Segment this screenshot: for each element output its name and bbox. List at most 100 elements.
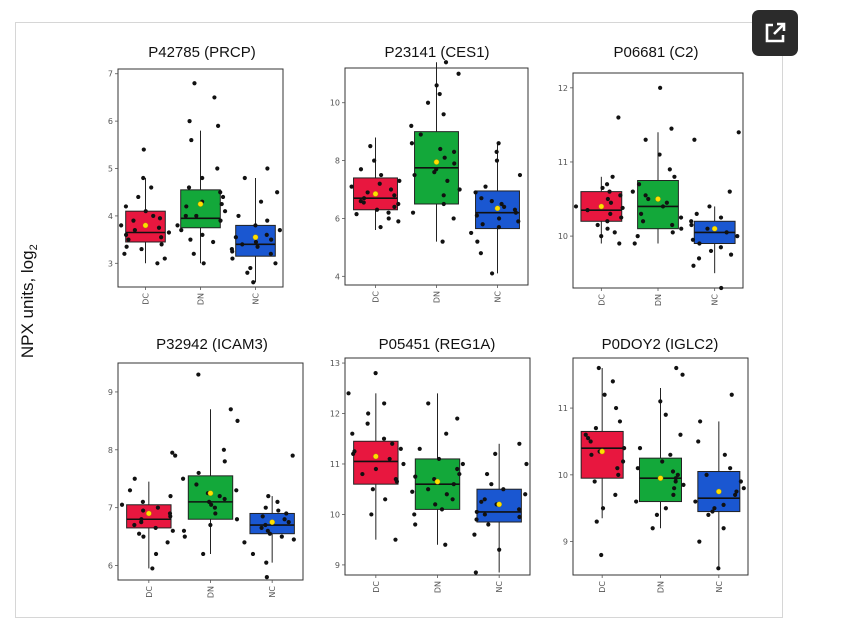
data-point <box>373 371 378 376</box>
data-point <box>618 193 623 198</box>
data-point <box>486 522 491 527</box>
data-point <box>594 519 599 524</box>
data-point <box>365 421 370 426</box>
data-point <box>457 471 462 477</box>
data-point <box>393 537 398 542</box>
data-point <box>180 476 186 481</box>
data-point <box>721 526 726 531</box>
y-tick-label: 4 <box>335 272 340 281</box>
data-point <box>155 261 160 266</box>
data-point <box>253 239 259 245</box>
data-point <box>276 508 281 513</box>
data-point <box>265 528 270 533</box>
data-point <box>215 123 221 128</box>
data-point <box>258 199 264 204</box>
data-point <box>220 194 226 200</box>
data-point <box>413 474 418 479</box>
data-point <box>248 265 253 271</box>
data-point <box>438 146 443 152</box>
data-point <box>670 469 676 474</box>
mean-marker <box>599 448 605 455</box>
data-point <box>242 540 247 545</box>
data-point <box>230 256 235 261</box>
data-point <box>707 204 712 209</box>
data-point <box>218 190 223 195</box>
data-point <box>394 479 399 484</box>
data-point <box>634 499 639 504</box>
data-point <box>361 196 367 201</box>
mean-marker <box>197 201 204 207</box>
data-point <box>667 167 672 172</box>
data-point <box>196 372 201 377</box>
y-tick-label: 4 <box>108 212 113 221</box>
data-point <box>212 95 217 100</box>
y-tick-label: 11 <box>330 460 340 469</box>
data-point <box>493 451 498 456</box>
data-point <box>236 213 241 219</box>
data-point <box>517 441 522 446</box>
data-point <box>143 209 148 214</box>
data-point <box>234 488 239 493</box>
data-point <box>635 466 640 471</box>
data-point <box>607 189 612 194</box>
data-point <box>718 215 724 220</box>
data-point <box>670 222 675 228</box>
data-point <box>265 218 270 223</box>
data-point <box>451 216 456 221</box>
box-DC <box>353 440 399 485</box>
data-point <box>678 215 684 220</box>
data-point <box>401 461 406 467</box>
x-tick-label: DC <box>142 293 151 305</box>
data-point <box>479 196 484 201</box>
data-point <box>279 534 284 539</box>
data-point <box>643 193 648 198</box>
panel-1: P23141 (CES1) 4 6 8 10 DC DN NC <box>330 44 529 303</box>
data-point <box>728 466 733 471</box>
panel-2: P06681 (C2) 10 11 12 DC DN NC <box>558 44 744 306</box>
data-point <box>654 512 660 518</box>
y-tick-label: 8 <box>108 446 113 455</box>
data-point <box>264 232 269 237</box>
data-point <box>496 141 501 146</box>
y-tick-label: 11 <box>558 404 568 413</box>
data-point <box>409 141 415 146</box>
x-tick-label: NC <box>711 294 720 306</box>
mean-marker <box>269 519 275 525</box>
data-point <box>382 401 387 406</box>
data-point <box>156 225 162 230</box>
data-point <box>475 239 480 244</box>
data-point <box>175 223 180 228</box>
open-external-button[interactable] <box>752 10 798 56</box>
data-point <box>617 241 622 246</box>
data-point <box>497 547 502 552</box>
data-point <box>473 570 478 575</box>
data-point <box>255 244 260 249</box>
data-point <box>451 149 457 155</box>
data-point <box>643 137 648 142</box>
panel-4: P05451 (REG1A) 9 10 11 12 13 DC DN NC <box>330 336 531 593</box>
data-point <box>599 552 604 558</box>
data-point <box>215 166 220 171</box>
data-point <box>441 112 446 117</box>
data-point <box>377 181 382 186</box>
data-point <box>708 248 714 254</box>
mean-marker <box>433 159 440 165</box>
data-point <box>489 271 495 276</box>
data-point <box>600 185 605 191</box>
data-point <box>228 407 233 412</box>
data-point <box>181 528 187 533</box>
x-tick-label: DC <box>372 291 381 303</box>
data-point <box>386 216 391 221</box>
data-point <box>583 432 588 437</box>
data-point <box>681 482 686 487</box>
data-point <box>733 492 738 497</box>
data-point <box>472 532 477 537</box>
box-DN <box>180 189 221 229</box>
data-point <box>284 511 289 516</box>
data-point <box>619 215 624 220</box>
data-point <box>194 213 199 219</box>
data-point <box>222 209 228 214</box>
data-point <box>484 471 490 477</box>
data-point <box>640 219 646 224</box>
data-point <box>478 251 483 256</box>
